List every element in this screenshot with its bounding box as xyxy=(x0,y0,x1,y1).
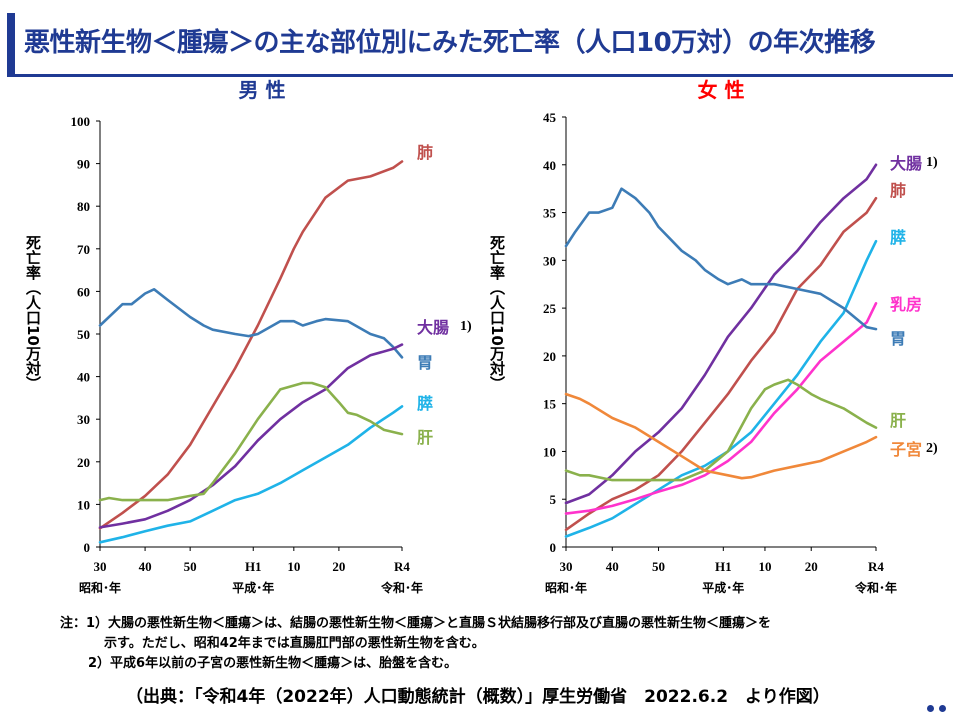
female-series-line xyxy=(564,301,878,515)
female-panel-title: 女 性 xyxy=(698,78,745,102)
male-y-tick-label: 40 xyxy=(77,370,90,385)
dot-icon xyxy=(939,705,946,712)
female-series-line xyxy=(564,378,878,482)
female-x-tick-label: 20 xyxy=(805,559,818,574)
female-series-label: 胃 xyxy=(890,329,906,348)
male-series-label: 肺 xyxy=(417,143,433,162)
female-y-tick-label: 0 xyxy=(550,540,557,555)
female-series-label: 肺 xyxy=(890,181,906,200)
male-series-line xyxy=(98,343,404,529)
male-series-label: 胃 xyxy=(417,353,433,372)
footnote-1: 注：1）大腸の悪性新生物＜腫瘍＞は、結腸の悪性新生物＜腫瘍＞と直腸Ｓ状結腸移行部… xyxy=(60,616,772,631)
female-y-axis-label: 死亡率（人口10万対） xyxy=(488,235,506,391)
male-series-label: 大腸 xyxy=(417,318,449,337)
male-x-tick-label: 10 xyxy=(287,559,300,574)
footnote-2: 2）平成6年以前の子宮の悪性新生物＜腫瘍＞は、胎盤を含む。 xyxy=(88,656,458,671)
male-x-tick-label: 30 xyxy=(94,559,107,574)
male-y-tick-label: 50 xyxy=(77,327,90,342)
female-series-line xyxy=(564,392,878,480)
male-y-tick-label: 20 xyxy=(77,455,90,470)
female-y-tick-label: 15 xyxy=(543,397,557,412)
male-x-tick-label: 50 xyxy=(184,559,197,574)
female-series-footnote-mark: 1) xyxy=(926,155,938,170)
female-series-label: 子宮 xyxy=(890,440,922,459)
female-series-label: 肝 xyxy=(890,411,906,430)
male-x-tick-label: 20 xyxy=(332,559,345,574)
male-series-line xyxy=(98,405,404,544)
female-era-label: 令和･年 xyxy=(854,580,897,595)
male-series-label: 肝 xyxy=(417,428,433,447)
female-series-line xyxy=(564,187,878,331)
male-era-label: 令和･年 xyxy=(380,580,423,595)
female-x-tick-label: H1 xyxy=(715,559,732,574)
decorative-dots xyxy=(922,697,946,716)
male-series-label: 膵 xyxy=(417,394,433,413)
male-series-line xyxy=(98,381,404,502)
male-era-label: 昭和･年 xyxy=(79,580,121,595)
female-era-label: 昭和･年 xyxy=(545,580,587,595)
female-series-label: 大腸 xyxy=(890,154,922,173)
female-y-tick-label: 40 xyxy=(543,158,556,173)
header-accent-bar xyxy=(7,13,15,77)
male-x-tick-label: R4 xyxy=(394,559,410,574)
female-y-tick-label: 45 xyxy=(543,110,557,125)
female-y-tick-label: 35 xyxy=(543,206,557,221)
female-series-label: 乳房 xyxy=(890,295,922,314)
header-rule xyxy=(7,74,953,77)
male-y-tick-label: 30 xyxy=(77,412,90,427)
male-y-axis-label: 死亡率（人口10万対） xyxy=(24,235,42,391)
male-era-label: 平成･年 xyxy=(232,580,274,595)
male-x-tick-label: H1 xyxy=(245,559,262,574)
source-citation: （出典：「令和4年（2022年）人口動態統計（概数）」厚生労働省 2022.6.… xyxy=(126,687,830,707)
male-panel-title: 男 性 xyxy=(239,78,286,102)
female-y-tick-label: 5 xyxy=(550,492,557,507)
male-x-tick-label: 40 xyxy=(139,559,152,574)
female-y-tick-label: 25 xyxy=(543,301,557,316)
female-x-tick-label: 40 xyxy=(606,559,619,574)
male-y-tick-label: 0 xyxy=(84,540,91,555)
male-y-tick-label: 10 xyxy=(77,497,90,512)
male-series-footnote-mark: 1) xyxy=(460,319,472,334)
female-x-tick-label: 10 xyxy=(758,559,771,574)
female-x-tick-label: R4 xyxy=(868,559,884,574)
male-y-tick-label: 70 xyxy=(77,242,90,257)
male-y-tick-label: 80 xyxy=(77,199,90,214)
footnote-1-cont: 示す。ただし、昭和42年までは直腸肛門部の悪性新生物を含む。 xyxy=(104,636,485,651)
female-y-tick-label: 10 xyxy=(543,444,556,459)
female-series-footnote-mark: 2) xyxy=(926,441,938,456)
footnotes: 注：1）大腸の悪性新生物＜腫瘍＞は、結腸の悪性新生物＜腫瘍＞と直腸Ｓ状結腸移行部… xyxy=(60,614,771,674)
female-y-tick-label: 20 xyxy=(543,349,556,364)
male-y-tick-label: 90 xyxy=(77,157,90,172)
female-era-label: 平成･年 xyxy=(702,580,744,595)
dot-icon xyxy=(927,705,934,712)
female-x-tick-label: 30 xyxy=(560,559,573,574)
male-y-tick-label: 100 xyxy=(71,114,91,129)
male-series-line xyxy=(98,287,404,359)
female-series-line xyxy=(564,163,878,505)
female-series-label: 膵 xyxy=(890,228,906,247)
male-y-tick-label: 60 xyxy=(77,284,90,299)
female-series-line xyxy=(564,239,878,538)
female-y-tick-label: 30 xyxy=(543,253,556,268)
female-x-tick-label: 50 xyxy=(652,559,665,574)
male-series-line xyxy=(98,160,404,530)
female-series-line xyxy=(564,196,878,532)
page-title: 悪性新生物＜腫瘍＞の主な部位別にみた死亡率（人口10万対）の年次推移 xyxy=(24,28,876,58)
